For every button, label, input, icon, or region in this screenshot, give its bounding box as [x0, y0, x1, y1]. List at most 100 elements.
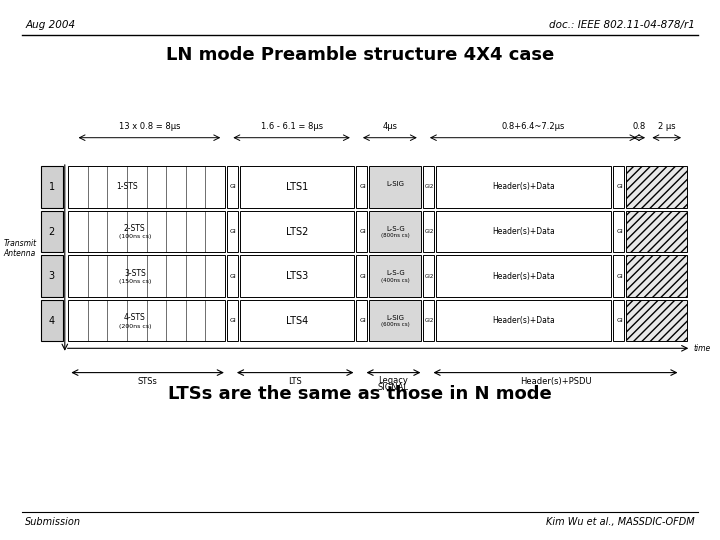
Text: LN mode Preamble structure 4X4 case: LN mode Preamble structure 4X4 case: [166, 46, 554, 64]
Text: 2-STS: 2-STS: [124, 224, 145, 233]
Bar: [68, 166, 225, 208]
Text: GI: GI: [616, 318, 624, 323]
Text: GI: GI: [230, 229, 237, 234]
Text: GI: GI: [616, 274, 624, 279]
Text: 2 μs: 2 μs: [658, 122, 675, 131]
Bar: [41, 211, 63, 252]
Text: LTS2: LTS2: [286, 226, 308, 237]
Text: doc.: IEEE 802.11-04-878/r1: doc.: IEEE 802.11-04-878/r1: [549, 19, 695, 30]
Text: GI2: GI2: [425, 229, 435, 234]
Text: LTS1: LTS1: [286, 182, 308, 192]
Text: GI: GI: [359, 274, 366, 279]
Text: 4-STS: 4-STS: [124, 313, 145, 322]
Bar: [68, 300, 225, 341]
Bar: [626, 300, 687, 341]
Bar: [227, 300, 238, 341]
Text: time: time: [693, 344, 711, 353]
Bar: [68, 211, 225, 252]
Bar: [240, 255, 354, 297]
Text: GI: GI: [359, 229, 366, 234]
Bar: [240, 166, 354, 208]
Text: Aug 2004: Aug 2004: [25, 19, 76, 30]
Text: L-SIG: L-SIG: [386, 181, 405, 187]
Text: GI: GI: [359, 185, 366, 190]
Text: Header(s)+Data: Header(s)+Data: [492, 183, 555, 192]
Text: Submission: Submission: [25, 517, 81, 528]
Text: 4μs: 4μs: [382, 122, 397, 131]
Text: LTS: LTS: [288, 377, 302, 386]
Text: L-S-G: L-S-G: [386, 271, 405, 276]
Bar: [227, 255, 238, 297]
Text: 1-STS: 1-STS: [116, 183, 138, 192]
Bar: [613, 166, 624, 208]
Bar: [369, 300, 421, 341]
Text: Header(s)+Data: Header(s)+Data: [492, 316, 555, 325]
Bar: [626, 211, 687, 252]
Text: (200ns cs): (200ns cs): [119, 323, 151, 328]
Bar: [356, 211, 367, 252]
Text: GI2: GI2: [425, 185, 435, 190]
Text: L-S-G: L-S-G: [386, 226, 405, 232]
Text: Transmit
Antenna: Transmit Antenna: [4, 239, 37, 258]
Bar: [626, 255, 687, 297]
Text: GI2: GI2: [425, 274, 435, 279]
Bar: [613, 300, 624, 341]
Text: 13 x 0.8 = 8μs: 13 x 0.8 = 8μs: [119, 122, 180, 131]
Text: 0.8: 0.8: [632, 122, 645, 131]
Bar: [436, 166, 611, 208]
Bar: [369, 255, 421, 297]
Text: LTS3: LTS3: [286, 271, 308, 281]
Text: GI: GI: [230, 274, 237, 279]
Text: Header(s)+PSDU: Header(s)+PSDU: [520, 377, 591, 386]
Text: 3: 3: [49, 271, 55, 281]
Bar: [356, 300, 367, 341]
Bar: [423, 255, 434, 297]
Text: GI: GI: [230, 185, 237, 190]
Text: (400ns cs): (400ns cs): [381, 278, 410, 283]
Bar: [369, 211, 421, 252]
Text: LTSs are the same as those in N mode: LTSs are the same as those in N mode: [168, 385, 552, 403]
Text: (100ns cs): (100ns cs): [119, 234, 151, 239]
Text: Kim Wu et al., MASSDIC-OFDM: Kim Wu et al., MASSDIC-OFDM: [546, 517, 695, 528]
Text: 2: 2: [49, 226, 55, 237]
Text: 1.6 - 6.1 = 8μs: 1.6 - 6.1 = 8μs: [261, 122, 323, 131]
Text: 4: 4: [49, 315, 55, 326]
Text: STSs: STSs: [138, 377, 158, 386]
Bar: [227, 211, 238, 252]
Text: GI: GI: [359, 318, 366, 323]
Bar: [436, 211, 611, 252]
Bar: [626, 166, 687, 208]
Bar: [41, 300, 63, 341]
Text: GI2: GI2: [425, 318, 435, 323]
Bar: [436, 300, 611, 341]
Text: (600ns cs): (600ns cs): [381, 322, 410, 327]
Text: (150ns cs): (150ns cs): [119, 279, 151, 284]
Text: Header(s)+Data: Header(s)+Data: [492, 272, 555, 281]
Bar: [613, 211, 624, 252]
Bar: [227, 166, 238, 208]
Text: GI: GI: [616, 229, 624, 234]
Bar: [356, 255, 367, 297]
Text: GI: GI: [616, 185, 624, 190]
Text: 0.8+6.4~7.2μs: 0.8+6.4~7.2μs: [501, 122, 565, 131]
Text: 1: 1: [49, 182, 55, 192]
Text: (800ns cs): (800ns cs): [381, 233, 410, 238]
Bar: [423, 300, 434, 341]
Bar: [41, 166, 63, 208]
Text: Header(s)+Data: Header(s)+Data: [492, 227, 555, 236]
Bar: [41, 255, 63, 297]
Bar: [240, 300, 354, 341]
Text: L-SIG: L-SIG: [386, 315, 405, 321]
Text: GI: GI: [230, 318, 237, 323]
Text: SIGNAL: SIGNAL: [378, 383, 409, 393]
Bar: [436, 255, 611, 297]
Text: 3-STS: 3-STS: [124, 269, 145, 278]
Bar: [423, 166, 434, 208]
Bar: [613, 255, 624, 297]
Bar: [423, 211, 434, 252]
Bar: [240, 211, 354, 252]
Bar: [68, 255, 225, 297]
Text: LTS4: LTS4: [286, 315, 308, 326]
Bar: [369, 166, 421, 208]
Text: Legacy: Legacy: [379, 376, 408, 385]
